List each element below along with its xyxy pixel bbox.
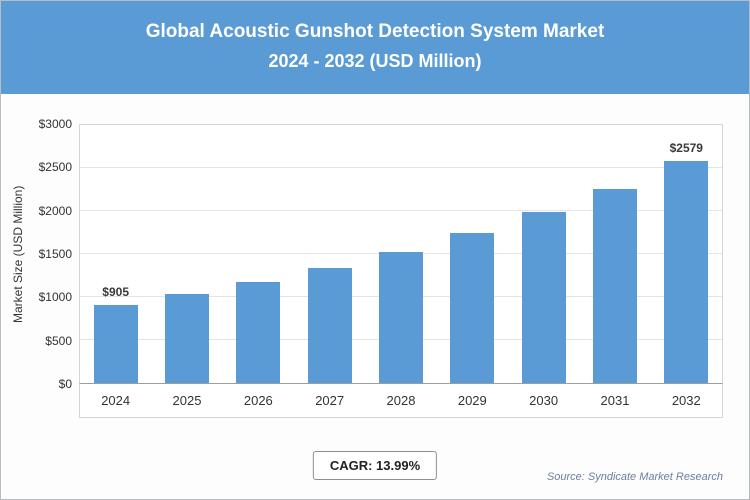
bar-2031 (592, 188, 637, 384)
gridline (80, 167, 722, 169)
bar-column-2031 (579, 125, 650, 384)
bar-2025 (164, 294, 209, 384)
bar-column-2030 (508, 125, 579, 384)
bar-column-2025 (151, 125, 222, 384)
x-tick-label-2024: 2024 (101, 393, 131, 409)
bar-column-2029 (437, 125, 508, 384)
y-tick-label: $0 (58, 377, 72, 392)
bar-value-label-2032: $2579 (669, 141, 703, 156)
page-title-line1: Global Acoustic Gunshot Detection System… (145, 21, 605, 42)
chart-area: Market Size (USD Million) $0 $500 $1000 $15… (11, 116, 723, 419)
x-tick-label-2025: 2025 (172, 393, 202, 409)
page-title-line2: 2024 - 2032 (USD Million) (268, 51, 482, 72)
y-tick-label: $2000 (38, 203, 72, 218)
plot-region: $905 $2579 2024 2025 2026 2027 2028 2029 2030 20… (79, 124, 723, 419)
chart-footer: CAGR: 13.99% Source: Syndicate Market Re… (1, 451, 749, 485)
source-attribution: Source: Syndicate Market Research (546, 471, 723, 483)
bar-2026 (236, 281, 281, 384)
y-axis-title: Market Size (USD Million) (11, 185, 25, 323)
x-tick-label-2026: 2026 (243, 393, 273, 409)
y-tick-label: $500 (45, 333, 72, 348)
bar-column-2032: $2579 (651, 125, 722, 384)
bar-2024 (93, 305, 138, 384)
x-axis-tick-labels: 2024 2025 2026 2027 2028 2029 2030 2031 2032 (79, 384, 723, 419)
bar-2028 (378, 251, 423, 384)
plot-canvas: $905 $2579 (79, 124, 723, 385)
chart-title-banner: Global Acoustic Gunshot Detection System… (1, 1, 749, 95)
bar-column-2026 (223, 125, 294, 384)
bar-column-2024: $905 (80, 125, 151, 384)
bar-2029 (450, 233, 495, 384)
bar-column-2027 (294, 125, 365, 384)
bar-2030 (521, 212, 566, 384)
cagr-badge: CAGR: 13.99% (312, 451, 438, 480)
x-tick-label-2030: 2030 (529, 393, 559, 409)
x-tick-label-2028: 2028 (386, 393, 416, 409)
bar-series: $905 $2579 (80, 125, 722, 384)
y-axis-tick-labels: $0 $500 $1000 $1500 $2000 $2500 $3000 (31, 117, 79, 391)
y-tick-label: $1500 (38, 247, 72, 262)
x-tick-label-2032: 2032 (671, 393, 701, 409)
bar-2027 (307, 267, 352, 384)
x-tick-label-2031: 2031 (600, 393, 630, 409)
y-tick-label: $2500 (38, 160, 72, 175)
gridline (80, 210, 722, 212)
x-tick-label-2027: 2027 (315, 393, 345, 409)
y-tick-label: $3000 (38, 117, 72, 132)
x-tick-label-2029: 2029 (457, 393, 487, 409)
bar-column-2028 (365, 125, 436, 384)
bar-2032 (664, 161, 709, 384)
bar-value-label-2024: $905 (102, 285, 130, 300)
y-tick-label: $1000 (38, 290, 72, 305)
